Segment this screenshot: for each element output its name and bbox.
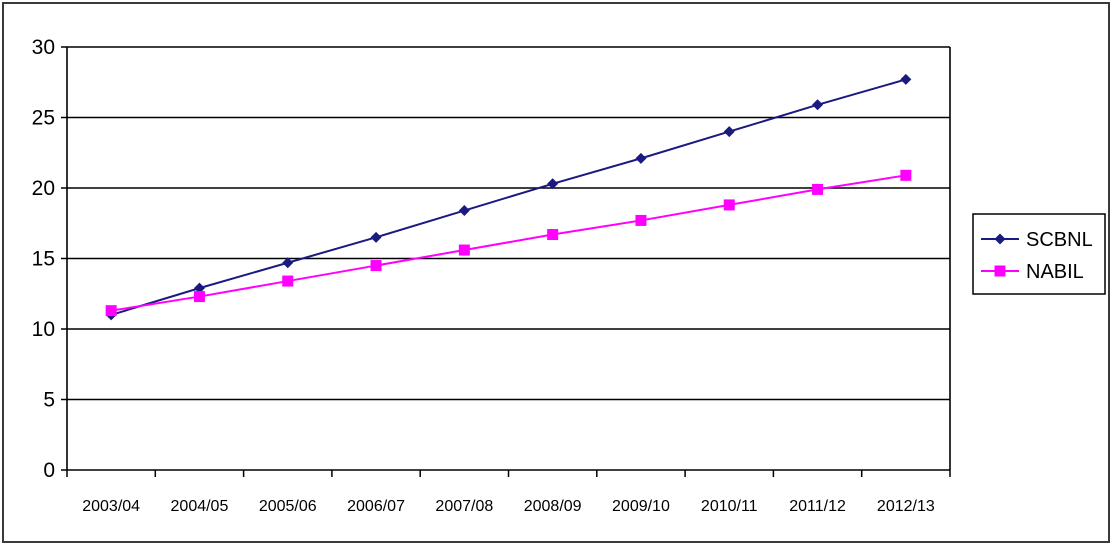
data-point — [458, 205, 470, 217]
data-point — [812, 99, 824, 111]
y-tick-label: 30 — [32, 36, 55, 59]
data-point — [812, 183, 824, 195]
x-tick-label: 2003/04 — [82, 498, 140, 515]
data-point — [105, 305, 117, 317]
x-axis-ticks: 2003/04 2004/05 2005/06 2006/07 2007/08 2008/… — [82, 498, 935, 515]
data-point — [282, 257, 294, 269]
x-tick-label: 2009/10 — [612, 498, 670, 515]
series-nabil — [105, 169, 912, 317]
data-point — [370, 260, 382, 272]
y-axis-ticks: 0 5 10 15 20 25 30 — [32, 36, 55, 482]
data-point — [900, 169, 912, 181]
x-tick-label: 2011/12 — [789, 498, 846, 515]
x-tick-label: 2008/09 — [524, 498, 582, 515]
y-tick-label: 10 — [32, 318, 55, 341]
x-tick-label: 2006/07 — [347, 498, 405, 515]
data-point — [635, 214, 647, 226]
series-layer — [105, 73, 912, 321]
data-point — [723, 199, 735, 211]
x-tick-label: 2010/11 — [701, 498, 758, 515]
data-point — [193, 282, 205, 294]
x-tick-label: 2012/13 — [877, 498, 935, 515]
x-tick-label: 2004/05 — [171, 498, 229, 515]
legend-box — [972, 213, 1106, 295]
data-point — [547, 178, 559, 190]
legend-label: NABIL — [1026, 261, 1084, 283]
x-tick-label: 2005/06 — [259, 498, 317, 515]
x-tick-label: 2007/08 — [435, 498, 493, 515]
y-tick-label: 0 — [43, 459, 55, 482]
legend-label: SCBNL — [1026, 229, 1093, 251]
data-point — [900, 73, 912, 85]
series-line-nabil — [110, 174, 907, 312]
legend: SCBNL NABIL — [972, 213, 1106, 295]
y-tick-label: 5 — [43, 389, 55, 412]
series-line-scbnl — [110, 78, 907, 316]
y-tick-label: 15 — [32, 248, 55, 271]
axes — [61, 46, 951, 477]
data-point — [723, 126, 735, 138]
series-scbnl — [105, 73, 912, 321]
data-point — [635, 152, 647, 164]
data-point — [458, 244, 470, 256]
data-point — [282, 275, 294, 287]
data-point — [547, 229, 559, 241]
y-tick-label: 20 — [32, 177, 55, 200]
y-tick-label: 25 — [32, 107, 55, 130]
data-point — [370, 231, 382, 243]
data-point — [193, 291, 205, 303]
chart-frame — [2, 2, 1110, 543]
legend-marker — [994, 233, 1006, 245]
gridlines — [67, 46, 950, 401]
legend-marker — [994, 265, 1006, 277]
